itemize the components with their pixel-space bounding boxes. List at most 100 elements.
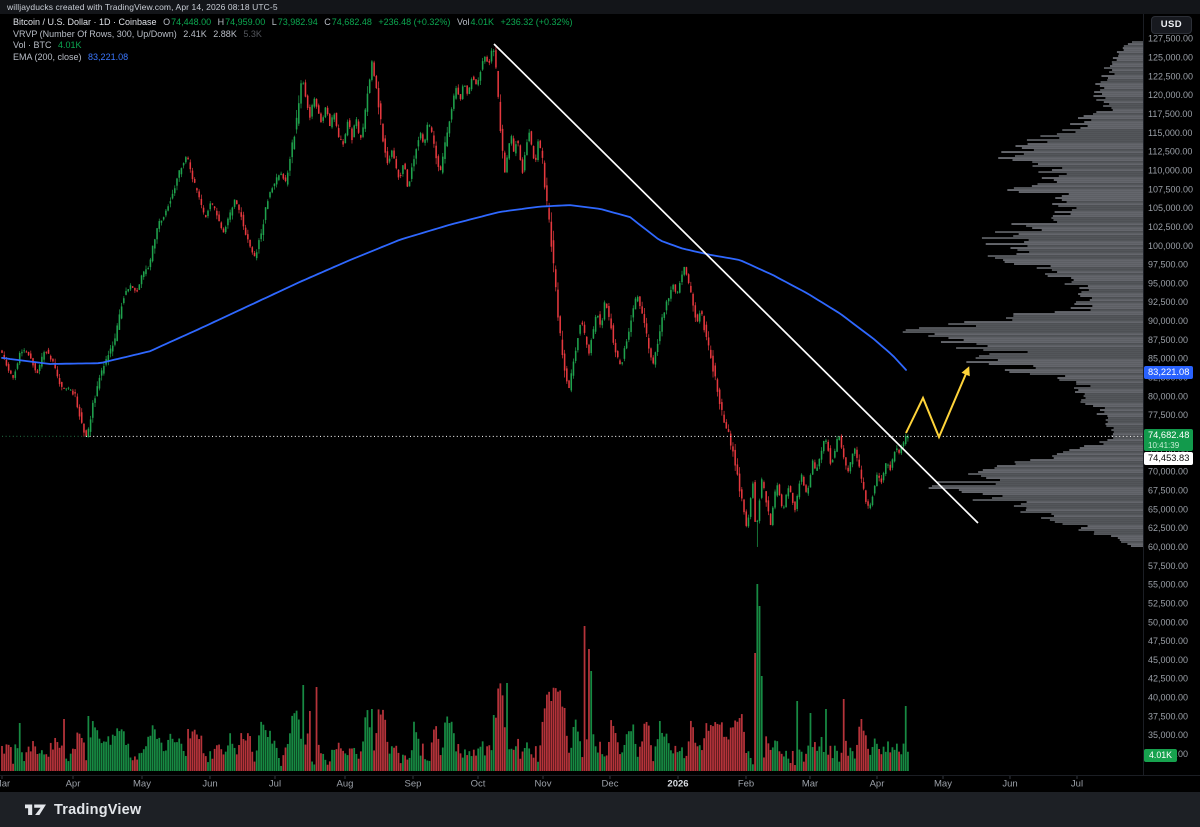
svg-text:112,500.00: 112,500.00: [1148, 147, 1192, 157]
svg-text:57,500.00: 57,500.00: [1148, 561, 1188, 571]
last-price-label: 74,682.48 10:41:39: [1144, 429, 1194, 452]
volume-label: Vol: [456, 17, 470, 27]
volume-profile-layer: [902, 41, 1143, 547]
svg-text:Jun: Jun: [1002, 779, 1017, 790]
svg-text:May: May: [934, 779, 952, 790]
open-label: O: [163, 17, 171, 27]
price-axis[interactable]: 127,500.00 125,000.00 122,500.00 120,000.00…: [1143, 14, 1194, 775]
footer-bar: TradingView: [0, 792, 1200, 827]
svg-text:2026: 2026: [667, 779, 688, 790]
level-price-label: 74,453.83: [1144, 451, 1194, 465]
svg-text:Apr: Apr: [870, 779, 885, 790]
currency-toggle-button[interactable]: USD: [1150, 16, 1192, 34]
tradingview-logo-text: TradingView: [54, 801, 142, 818]
tradingview-logo[interactable]: TradingView: [24, 802, 141, 818]
svg-text:Jul: Jul: [269, 779, 281, 790]
svg-text:Mar: Mar: [0, 779, 10, 790]
ema-line-layer: [1, 204, 907, 371]
legend: Bitcoin / U.S. Dollar · 1D · Coinbase O7…: [13, 17, 577, 63]
svg-text:107,500.00: 107,500.00: [1148, 184, 1193, 194]
legend-vrvp-row[interactable]: VRVP (Number Of Rows, 300, Up/Down) 2.41…: [13, 29, 577, 41]
low-value: 73,982.94: [277, 17, 318, 27]
legend-symbol-row[interactable]: Bitcoin / U.S. Dollar · 1D · Coinbase O7…: [13, 17, 577, 29]
svg-text:97,500.00: 97,500.00: [1148, 260, 1188, 270]
svg-text:40,000.00: 40,000.00: [1148, 693, 1188, 703]
vrvp-title: VRVP (Number Of Rows, 300, Up/Down): [13, 28, 177, 39]
volume-histogram-layer: [1, 584, 909, 771]
svg-text:45,000.00: 45,000.00: [1148, 655, 1188, 665]
ema-title: EMA (200, close): [13, 51, 82, 62]
high-value: 74,959.00: [225, 17, 266, 27]
svg-text:105,000.00: 105,000.00: [1148, 203, 1193, 213]
legend-volume-row[interactable]: Vol · BTC 4.01K: [13, 40, 577, 52]
svg-text:77,500.00: 77,500.00: [1148, 410, 1188, 420]
svg-text:80,000.00: 80,000.00: [1148, 391, 1188, 401]
svg-text:37,500.00: 37,500.00: [1148, 711, 1188, 721]
vrvp-value-2: 2.88K: [213, 28, 237, 39]
ema-value: 83,221.08: [88, 51, 129, 62]
svg-text:60,000.00: 60,000.00: [1148, 542, 1188, 552]
svg-text:35,000.00: 35,000.00: [1148, 730, 1188, 740]
svg-text:62,500.00: 62,500.00: [1148, 523, 1188, 533]
svg-text:47,500.00: 47,500.00: [1148, 636, 1188, 646]
vrvp-value-1: 2.41K: [183, 28, 207, 39]
low-label: L: [271, 17, 277, 27]
svg-text:92,500.00: 92,500.00: [1148, 297, 1188, 307]
svg-text:127,500.00: 127,500.00: [1148, 34, 1193, 44]
volume-value: 4.01K: [470, 17, 494, 27]
ema-price-label: 83,221.08: [1144, 365, 1194, 379]
vol-btc-title: Vol · BTC: [13, 40, 52, 50]
projection-zigzag: [905, 368, 969, 440]
attribution-bar: willjayducks created with TradingView.co…: [0, 0, 1200, 14]
change-value: +236.48 (+0.32%): [378, 17, 451, 27]
candles-layer: [1, 46, 909, 547]
volume-axis-label: 4.01K: [1144, 748, 1177, 762]
open-value: 74,448.00: [171, 17, 212, 27]
svg-text:52,500.00: 52,500.00: [1148, 598, 1188, 608]
svg-text:95,000.00: 95,000.00: [1148, 278, 1188, 288]
close-value: 74,682.48: [331, 17, 372, 27]
svg-text:Aug: Aug: [337, 779, 354, 790]
chart-canvas[interactable]: 127,500.00 125,000.00 122,500.00 120,000.00…: [0, 0, 1200, 792]
svg-text:110,000.00: 110,000.00: [1148, 165, 1192, 175]
svg-text:102,500.00: 102,500.00: [1148, 222, 1193, 232]
vrvp-value-3: 5.3K: [243, 28, 262, 39]
svg-text:Jun: Jun: [202, 779, 217, 790]
high-label: H: [217, 17, 225, 27]
svg-text:Feb: Feb: [738, 779, 754, 790]
last-price-value: 74,682.48: [1148, 430, 1190, 441]
legend-ema-row[interactable]: EMA (200, close) 83,221.08: [13, 52, 577, 64]
svg-text:Jul: Jul: [1071, 779, 1083, 790]
svg-text:Sep: Sep: [405, 779, 422, 790]
time-axis[interactable]: Mar Apr May Jun Jul Aug Sep Oct Nov Dec 2026 Feb Mar…: [0, 775, 1200, 790]
trendline: [493, 43, 979, 524]
svg-text:Mar: Mar: [802, 779, 818, 790]
svg-text:42,500.00: 42,500.00: [1148, 674, 1188, 684]
svg-text:70,000.00: 70,000.00: [1148, 467, 1188, 477]
svg-text:65,000.00: 65,000.00: [1148, 504, 1188, 514]
projection-arrowhead: [961, 366, 970, 377]
svg-text:100,000.00: 100,000.00: [1148, 241, 1193, 251]
bar-countdown: 10:41:39: [1148, 441, 1180, 451]
svg-text:50,000.00: 50,000.00: [1148, 617, 1188, 627]
tradingview-logo-icon: [25, 804, 46, 815]
svg-text:May: May: [133, 779, 151, 790]
svg-text:90,000.00: 90,000.00: [1148, 316, 1188, 326]
svg-text:85,000.00: 85,000.00: [1148, 354, 1188, 364]
close-label: C: [324, 17, 331, 27]
svg-text:87,500.00: 87,500.00: [1148, 335, 1188, 345]
svg-text:Apr: Apr: [66, 779, 81, 790]
volume-change-value: +236.32 (+0.32%): [500, 17, 573, 27]
svg-text:117,500.00: 117,500.00: [1148, 109, 1192, 119]
svg-text:Dec: Dec: [602, 779, 619, 790]
svg-text:115,000.00: 115,000.00: [1148, 128, 1192, 138]
svg-text:55,000.00: 55,000.00: [1148, 580, 1188, 590]
drawings-layer: [2, 43, 1143, 524]
vol-btc-value: 4.01K: [58, 40, 82, 50]
svg-text:122,500.00: 122,500.00: [1148, 71, 1193, 81]
attribution-text: willjayducks created with TradingView.co…: [7, 2, 278, 12]
svg-text:67,500.00: 67,500.00: [1148, 485, 1188, 495]
ema-line: [1, 204, 907, 371]
svg-text:Nov: Nov: [535, 779, 552, 790]
